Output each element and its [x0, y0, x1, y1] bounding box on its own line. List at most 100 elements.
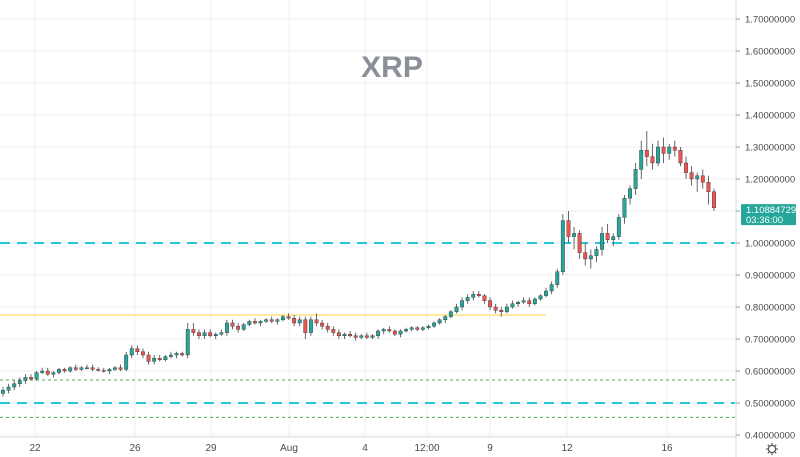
candle[interactable]	[280, 315, 285, 322]
candle[interactable]	[146, 351, 151, 365]
candle[interactable]	[34, 371, 39, 381]
candle[interactable]	[124, 351, 129, 371]
candle[interactable]	[538, 294, 543, 301]
candle[interactable]	[644, 131, 649, 167]
candle[interactable]	[521, 297, 526, 304]
candle[interactable]	[331, 326, 336, 336]
candle[interactable]	[258, 319, 263, 327]
candle[interactable]	[6, 383, 11, 394]
candle[interactable]	[454, 303, 459, 314]
candle[interactable]	[415, 326, 420, 331]
candle[interactable]	[303, 316, 308, 339]
candle[interactable]	[185, 323, 190, 359]
candle[interactable]	[628, 185, 632, 205]
candle[interactable]	[510, 300, 515, 309]
candle[interactable]	[482, 294, 487, 304]
candle[interactable]	[325, 323, 330, 333]
candle[interactable]	[1, 387, 5, 397]
candle[interactable]	[314, 313, 319, 327]
candle[interactable]	[101, 367, 106, 373]
candle[interactable]	[661, 137, 666, 163]
candle[interactable]	[633, 163, 638, 195]
candle[interactable]	[448, 310, 453, 319]
candle[interactable]	[706, 175, 711, 205]
candle[interactable]	[488, 297, 492, 311]
candle[interactable]	[493, 303, 498, 314]
candle[interactable]	[437, 318, 442, 325]
candle[interactable]	[51, 371, 56, 378]
candle[interactable]	[588, 249, 593, 269]
candle[interactable]	[292, 315, 297, 327]
candle[interactable]	[544, 287, 548, 298]
candle[interactable]	[611, 233, 616, 247]
candle[interactable]	[572, 227, 576, 250]
candle[interactable]	[308, 316, 313, 336]
candle[interactable]	[202, 329, 207, 339]
candle[interactable]	[29, 374, 33, 381]
candle[interactable]	[678, 147, 683, 167]
candle[interactable]	[23, 374, 28, 384]
candle[interactable]	[594, 246, 599, 263]
candle[interactable]	[118, 364, 123, 371]
candle[interactable]	[230, 319, 235, 330]
candle[interactable]	[504, 303, 509, 314]
candle[interactable]	[269, 316, 274, 323]
candle[interactable]	[252, 318, 257, 325]
candle[interactable]	[73, 364, 78, 371]
candle[interactable]	[600, 227, 604, 256]
candle[interactable]	[409, 326, 414, 331]
candle[interactable]	[90, 364, 95, 371]
candle[interactable]	[236, 323, 241, 333]
candle[interactable]	[712, 188, 716, 211]
candle[interactable]	[364, 332, 369, 339]
candle[interactable]	[560, 214, 565, 275]
candle[interactable]	[135, 345, 140, 355]
candle[interactable]	[129, 345, 134, 359]
candle[interactable]	[404, 327, 409, 333]
candle[interactable]	[583, 243, 588, 266]
candle[interactable]	[62, 367, 67, 373]
candle[interactable]	[169, 351, 173, 359]
candle[interactable]	[432, 321, 437, 328]
candle[interactable]	[667, 143, 672, 160]
candle[interactable]	[549, 281, 554, 295]
candle[interactable]	[141, 348, 145, 359]
candle[interactable]	[297, 316, 302, 327]
candle[interactable]	[566, 211, 571, 243]
candle[interactable]	[359, 334, 364, 339]
candle[interactable]	[376, 329, 381, 339]
candle[interactable]	[689, 166, 694, 186]
candle[interactable]	[476, 291, 481, 298]
candle[interactable]	[241, 323, 246, 331]
candle[interactable]	[398, 329, 403, 338]
candle[interactable]	[392, 329, 397, 336]
candle[interactable]	[577, 230, 582, 259]
candle[interactable]	[471, 291, 476, 301]
candle[interactable]	[79, 366, 84, 371]
candle[interactable]	[465, 294, 470, 304]
candle[interactable]	[555, 268, 560, 288]
candle[interactable]	[499, 307, 504, 317]
candle[interactable]	[527, 297, 532, 307]
candle[interactable]	[191, 323, 196, 336]
candle[interactable]	[622, 195, 627, 224]
candle[interactable]	[650, 143, 655, 170]
candle[interactable]	[247, 319, 252, 327]
candle[interactable]	[426, 324, 431, 330]
candle[interactable]	[107, 367, 112, 375]
candle[interactable]	[605, 223, 610, 243]
candle[interactable]	[370, 334, 375, 339]
candle[interactable]	[45, 367, 50, 376]
candle[interactable]	[264, 318, 269, 323]
candle[interactable]	[353, 332, 358, 341]
candle[interactable]	[460, 297, 465, 311]
candle[interactable]	[113, 366, 117, 371]
candle[interactable]	[639, 140, 644, 179]
candle[interactable]	[180, 351, 185, 357]
settings-gear-icon[interactable]	[766, 443, 778, 455]
candle[interactable]	[57, 367, 61, 375]
candle[interactable]	[40, 367, 45, 375]
candle[interactable]	[387, 326, 392, 333]
candle[interactable]	[700, 169, 705, 189]
candle[interactable]	[152, 355, 157, 365]
